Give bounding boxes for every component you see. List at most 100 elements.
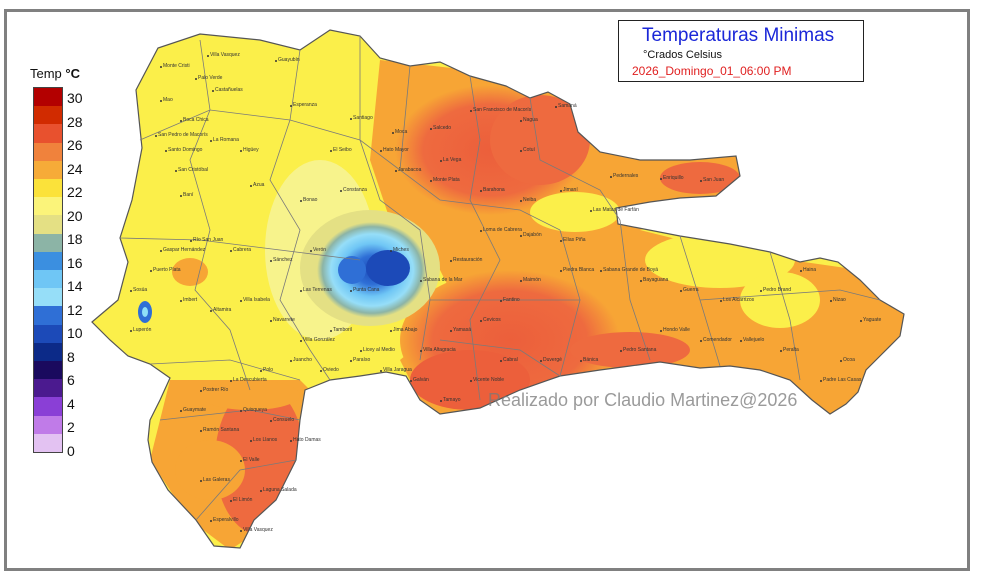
place-marker xyxy=(540,360,542,362)
place-marker xyxy=(300,340,302,342)
place-label: Fantino xyxy=(503,297,520,303)
place-label: Sosúa xyxy=(133,287,148,293)
place-label: Santo Domingo xyxy=(168,147,203,153)
place-marker xyxy=(800,270,802,272)
colorbar-step xyxy=(34,342,62,362)
place-label: Altamira xyxy=(213,307,232,313)
place-marker xyxy=(350,118,352,120)
place-marker xyxy=(175,170,177,172)
place-marker xyxy=(270,420,272,422)
place-label: San Francisco de Macorís xyxy=(473,107,532,113)
place-label: Villa Isabela xyxy=(243,297,270,303)
place-label: Palo Verde xyxy=(198,75,223,81)
place-label: Villa Vasquez xyxy=(243,527,273,533)
place-marker xyxy=(230,250,232,252)
place-label: San Juan xyxy=(703,177,725,183)
map-title: Temperaturas Minimas xyxy=(642,25,835,46)
place-label: Paraíso xyxy=(353,357,371,363)
place-label: Consuelo xyxy=(273,417,295,423)
place-marker xyxy=(160,100,162,102)
place-label: Baní xyxy=(183,192,194,198)
place-label: Enriquillo xyxy=(663,175,684,181)
place-marker xyxy=(207,55,209,57)
place-label: Miches xyxy=(393,247,409,253)
place-marker xyxy=(500,300,502,302)
colorbar-step xyxy=(34,106,62,125)
place-label: Gaspar Hernández xyxy=(163,247,206,253)
place-marker xyxy=(390,330,392,332)
place-label: Hondo Valle xyxy=(663,327,690,333)
place-label: Villa Altagracia xyxy=(423,347,456,353)
place-marker xyxy=(520,280,522,282)
colorbar-tick-label: 26 xyxy=(67,137,83,153)
place-marker xyxy=(640,280,642,282)
place-marker xyxy=(320,370,322,372)
place-label: El Valle xyxy=(243,457,260,463)
place-marker xyxy=(130,330,132,332)
place-label: Azua xyxy=(253,182,265,188)
place-marker xyxy=(450,260,452,262)
place-label: Maimón xyxy=(523,277,541,283)
place-marker xyxy=(180,120,182,122)
place-marker xyxy=(390,250,392,252)
place-marker xyxy=(360,350,362,352)
colorbar-step xyxy=(34,160,62,180)
place-label: Monte Cristi xyxy=(163,63,190,69)
colorbar-tick-label: 4 xyxy=(67,395,75,412)
place-marker xyxy=(200,390,202,392)
place-label: Mao xyxy=(163,97,173,103)
colorbar-tick-label: 10 xyxy=(67,325,83,341)
place-label: Nizao xyxy=(833,297,846,303)
legend-title-prefix: Temp xyxy=(30,66,62,81)
place-marker xyxy=(160,66,162,68)
place-marker xyxy=(240,460,242,462)
colorbar-step xyxy=(34,142,62,162)
place-label: Restauración xyxy=(453,257,483,263)
place-marker xyxy=(480,190,482,192)
map-units: °Crados Celsius xyxy=(643,49,722,61)
place-label: Jimaní xyxy=(563,187,578,193)
place-marker xyxy=(660,178,662,180)
place-marker xyxy=(560,240,562,242)
place-marker xyxy=(430,180,432,182)
place-label: Ramón Santana xyxy=(203,427,240,433)
colorbar-step xyxy=(34,124,62,144)
place-label: Los Llanos xyxy=(253,437,278,443)
place-label: Esperalvillo xyxy=(213,517,239,523)
place-label: Licey al Medio xyxy=(363,347,395,353)
place-marker xyxy=(470,110,472,112)
place-marker xyxy=(450,330,452,332)
place-label: Yamasá xyxy=(453,327,471,333)
place-marker xyxy=(330,150,332,152)
place-label: Villa Vasquez xyxy=(210,52,240,58)
place-label: Las Matas de Farfán xyxy=(593,207,639,213)
colorbar-tick-label: 14 xyxy=(67,278,83,294)
place-label: Comendador xyxy=(703,337,732,343)
place-label: Guerra xyxy=(683,287,699,293)
colorbar-step xyxy=(34,324,62,344)
place-label: Río San Juan xyxy=(193,237,224,243)
place-marker xyxy=(395,170,397,172)
place-marker xyxy=(212,90,214,92)
legend-title: Temp °C xyxy=(30,66,80,81)
place-marker xyxy=(155,135,157,137)
place-label: San Pedro de Macorís xyxy=(158,132,208,138)
colorbar-step xyxy=(34,197,62,216)
colorbar-step xyxy=(34,270,62,289)
place-label: Padre Las Casas xyxy=(823,377,862,383)
place-label: Salcedo xyxy=(433,125,452,131)
colorbar-tick-label: 20 xyxy=(67,207,83,224)
place-label: Nagua xyxy=(523,117,538,123)
place-label: Monte Plata xyxy=(433,177,460,183)
place-label: Yaguate xyxy=(863,317,882,323)
place-label: Castañuelas xyxy=(215,87,243,93)
colorbar-step xyxy=(34,433,62,453)
colorbar-step xyxy=(34,306,62,326)
colorbar-step xyxy=(34,379,62,398)
place-marker xyxy=(130,290,132,292)
place-marker xyxy=(270,320,272,322)
place-marker xyxy=(830,300,832,302)
colorbar-step xyxy=(34,179,62,198)
colorbar-tick-label: 2 xyxy=(67,419,75,435)
place-marker xyxy=(420,280,422,282)
